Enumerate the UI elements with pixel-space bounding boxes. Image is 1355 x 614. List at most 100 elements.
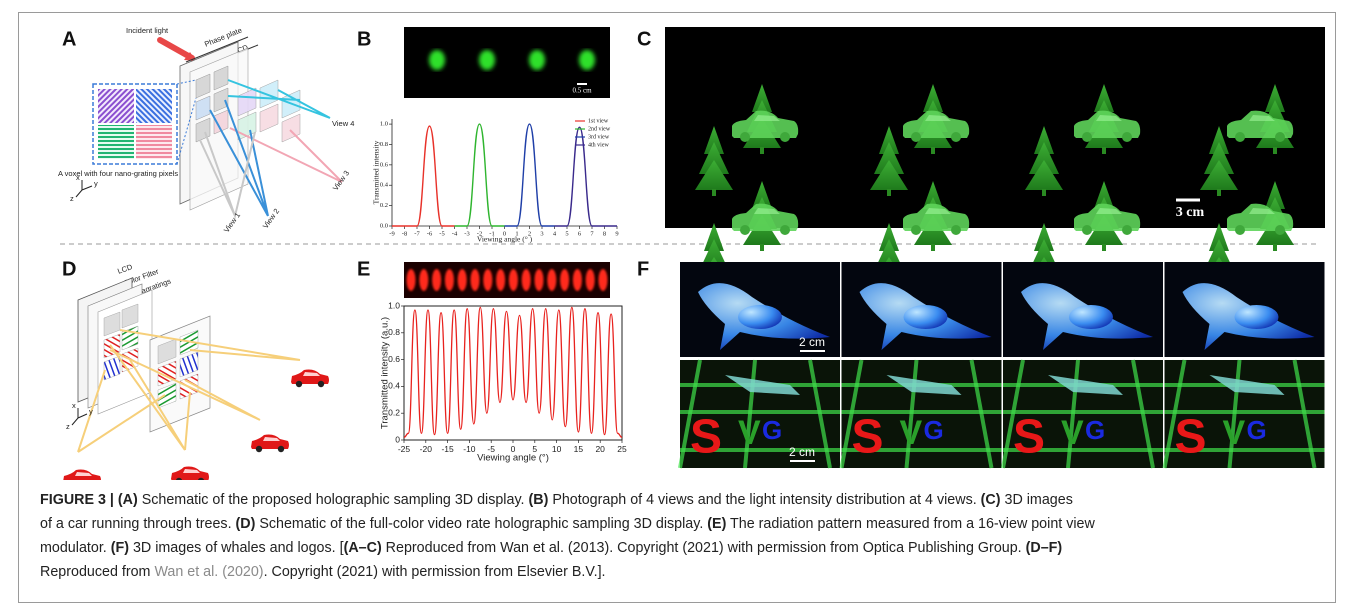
grid-glow: [743, 359, 757, 469]
decoration-path: [227, 79, 331, 119]
light-spot: [547, 269, 557, 291]
data-line: [403, 306, 623, 438]
x-tick-label: 10: [552, 444, 562, 454]
photo-c: 3 cm: [665, 27, 1325, 293]
light-spot: [419, 269, 429, 291]
y-tick-label: 0.8: [380, 141, 388, 148]
caption-text: Photograph of 4 views and the light inte…: [548, 492, 981, 508]
caption-bold: (D): [235, 516, 256, 532]
label: View 3: [331, 169, 351, 193]
x-tick-label: -3: [464, 231, 469, 238]
logo-shape: [725, 375, 800, 395]
x-tick-label: 0: [503, 231, 506, 238]
legend-label: 2nd view: [588, 126, 611, 132]
decoration-path: [109, 344, 191, 451]
decoration-polygon: [179, 351, 199, 378]
decoration-polygon: [213, 65, 229, 91]
light-spot: [432, 269, 442, 291]
light-spot: [572, 269, 582, 291]
grid-glow: [969, 359, 994, 469]
panel-labels: A B C D E F: [62, 28, 651, 280]
grid-glow: [1292, 359, 1317, 469]
x-tick-label: -6: [427, 231, 433, 238]
grid-glow: [904, 359, 919, 469]
decoration-path: [119, 329, 301, 361]
whale: [738, 305, 782, 329]
y-axis-label: Transmitted intensity (a.u.): [380, 317, 391, 429]
photo-e: [404, 262, 610, 298]
logo-letter: S: [690, 411, 722, 464]
caption-bold: (D–F): [1025, 540, 1063, 556]
logo-letter: S: [1013, 411, 1045, 464]
light-spot: [406, 269, 416, 291]
logo-shape: [1209, 375, 1285, 395]
axis-label: z: [70, 194, 74, 203]
logo-letter: G: [1247, 415, 1267, 445]
x-tick-label: -20: [420, 444, 433, 454]
logo-letter: V: [1061, 414, 1084, 452]
logo-shape: [886, 375, 962, 395]
x-axis-label: Viewing angle (°): [477, 453, 549, 464]
decoration-path: [109, 349, 261, 421]
x-tick-label: -4: [452, 231, 458, 238]
light-spot: [598, 269, 608, 291]
decoration-line: [77, 413, 88, 419]
axis-label: x: [76, 173, 80, 182]
decoration-g: [406, 269, 608, 291]
decoration-path: [199, 131, 256, 220]
charts: -9 -8 -7 -6 -5 -4 -3 -2 -1 0 1 2 3 4 5 6 7 8 90.00.20.40.6…: [372, 118, 627, 463]
caption-text: modulator.: [40, 540, 111, 556]
axis-label: y: [89, 407, 93, 416]
decoration-ellipse: [479, 50, 495, 70]
x-tick-label: -1: [489, 231, 494, 238]
caption-line: of a car running through trees. (D) Sche…: [40, 512, 1095, 536]
logo-letter: G: [762, 415, 782, 445]
caption-line: FIGURE 3 | (A) Schematic of the proposed…: [40, 488, 1095, 512]
decoration-polygon: [259, 79, 279, 109]
decoration-g: [77, 329, 301, 453]
axis-label: z: [66, 422, 70, 431]
grid-glow: [808, 359, 832, 469]
grid-glow: [839, 359, 864, 469]
decoration-polygon: [259, 103, 279, 133]
decoration-polygon: [195, 73, 211, 99]
x-tick-label: -5: [487, 444, 495, 454]
light-spot: [585, 269, 595, 291]
panel-label: F: [637, 258, 649, 280]
decoration-rect: [98, 89, 134, 123]
grid-glow: [678, 359, 702, 469]
data-line: [392, 125, 455, 227]
x-axis-label: Viewing angle (° ): [477, 235, 533, 244]
label: View 4: [332, 119, 354, 128]
decoration-g: [195, 65, 229, 143]
caption: FIGURE 3 | (A) Schematic of the proposed…: [40, 488, 1095, 584]
light-spot: [444, 269, 454, 291]
decoration-rect: [92, 83, 178, 165]
reference-link[interactable]: Wan et al. (2020): [154, 564, 264, 580]
caption-text: Schematic of the proposed holographic sa…: [137, 492, 529, 508]
light-spot: [560, 269, 570, 291]
x-tick-label: -8: [402, 231, 407, 238]
caption-bold: (F): [110, 540, 129, 556]
label: View 1: [222, 211, 242, 235]
decoration-g: [429, 50, 595, 70]
decoration-line: [75, 189, 83, 198]
light-spot: [457, 269, 467, 291]
caption-text: Schematic of the full-color video rate h…: [255, 516, 708, 532]
x-tick-label: -5: [439, 231, 444, 238]
panel-label: B: [357, 28, 371, 50]
x-tick-label: -2: [477, 231, 482, 238]
caption-text: Reproduced from: [40, 564, 155, 580]
y-tick-label: 0: [395, 434, 400, 444]
x-tick-label: -25: [398, 444, 411, 454]
decoration-g: [199, 79, 343, 220]
whale: [1234, 305, 1279, 329]
line-chart: -9 -8 -7 -6 -5 -4 -3 -2 -1 0 1 2 3 4 5 6 7 8 9 0.0 0.2 0.4 0.6…: [372, 118, 619, 243]
panel-label: D: [62, 258, 76, 280]
scale-bar-label: 3 cm: [1176, 205, 1205, 220]
label: Incident light: [126, 26, 169, 35]
decoration-use: [251, 434, 289, 453]
logo-shape: [1048, 375, 1123, 395]
decoration-line: [71, 417, 79, 426]
